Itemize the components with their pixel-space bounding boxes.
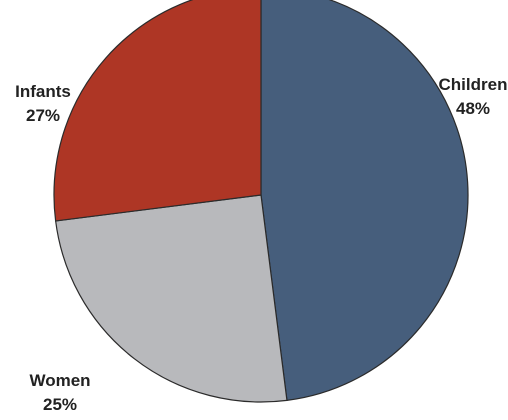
pie-value-label-children: 48% — [456, 99, 490, 118]
pie-label-children: Children — [439, 75, 508, 94]
pie-label-women: Women — [29, 371, 90, 390]
pie-slice-infants — [53, 0, 262, 222]
pie-label-infants: Infants — [15, 82, 71, 101]
pie-slice-women — [54, 194, 288, 403]
pie-value-label-women: 25% — [43, 395, 77, 414]
pie-labels: Children 48% Women 25% Infants 27% — [15, 75, 507, 414]
pie-slices — [53, 0, 469, 403]
pie-slice-children — [260, 0, 469, 402]
pie-value-label-infants: 27% — [26, 106, 60, 125]
